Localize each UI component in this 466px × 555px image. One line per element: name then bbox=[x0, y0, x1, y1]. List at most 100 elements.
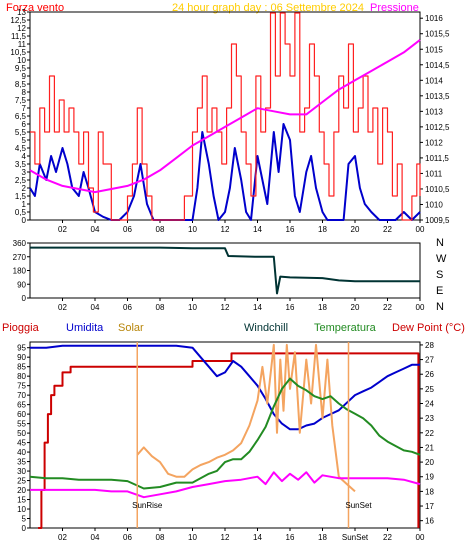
y-right-tick-label: 26 bbox=[425, 370, 434, 379]
x-tick-label: 12 bbox=[221, 225, 230, 234]
y-left-tick-label: 12 bbox=[17, 24, 26, 33]
y-right-tick-label: 1012 bbox=[425, 138, 443, 147]
sunrise-label: SunRise bbox=[132, 501, 163, 510]
y-left-tick-label: 4 bbox=[22, 152, 27, 161]
x-tick-label: 10 bbox=[188, 303, 197, 312]
y-left-tick-label: 5 bbox=[22, 136, 27, 145]
x-tick-label: 18 bbox=[318, 225, 327, 234]
x-tick-label: 14 bbox=[253, 533, 262, 542]
x-tick-label: 00 bbox=[416, 533, 425, 542]
y-right-tick-label: 28 bbox=[425, 341, 434, 350]
compass-label: W bbox=[436, 253, 447, 265]
y-left-tick-label: 75 bbox=[17, 382, 26, 391]
series-temperatura bbox=[29, 377, 421, 490]
y-right-tick-label: 1015,5 bbox=[425, 30, 450, 39]
series-pioggia bbox=[38, 352, 420, 529]
x-tick-label: 14 bbox=[253, 225, 262, 234]
y-left-tick-label: 6,5 bbox=[15, 112, 27, 121]
x-tick-label: 00 bbox=[416, 225, 425, 234]
y-left-tick-label: 90 bbox=[17, 280, 26, 289]
x-tick-label: 12 bbox=[221, 533, 230, 542]
legend-humidity: Umidita bbox=[66, 322, 104, 334]
y-left-tick-label: 7 bbox=[22, 104, 27, 113]
x-tick-label: SunSet bbox=[342, 533, 369, 542]
y-left-tick-label: 7,5 bbox=[15, 96, 27, 105]
y-right-tick-label: 1014,5 bbox=[425, 61, 450, 70]
x-tick-label: 10 bbox=[188, 225, 197, 234]
y-left-tick-label: 13 bbox=[17, 8, 26, 17]
y-left-tick-label: 5 bbox=[22, 515, 27, 524]
x-tick-label: 08 bbox=[156, 303, 165, 312]
y-left-tick-label: 80 bbox=[17, 372, 26, 381]
y-left-tick-label: 11 bbox=[18, 40, 27, 49]
y-left-tick-label: 70 bbox=[17, 391, 26, 400]
y-right-tick-label: 1016 bbox=[425, 14, 443, 23]
y-left-tick-label: 35 bbox=[17, 458, 26, 467]
series-solar bbox=[136, 343, 356, 493]
y-left-tick-label: 20 bbox=[17, 486, 26, 495]
y-left-tick-label: 270 bbox=[13, 253, 27, 262]
series-raffica bbox=[30, 12, 421, 221]
y-right-tick-label: 27 bbox=[425, 356, 434, 365]
header-title: 24 hour graph day : 06 Settembre 2024 bbox=[172, 2, 364, 14]
wind-pressure-chart: 02 04 06 08 10 12 14 16 18 20 22 0000,511,522,533,5… bbox=[10, 8, 450, 234]
y-left-tick-label: 95 bbox=[17, 344, 26, 353]
y-left-tick-label: 6 bbox=[22, 120, 27, 129]
y-left-tick-label: 3,5 bbox=[15, 160, 27, 169]
y-left-tick-label: 2,5 bbox=[15, 176, 27, 185]
x-tick-label: 00 bbox=[416, 303, 425, 312]
y-left-tick-label: 15 bbox=[17, 496, 26, 505]
compass-label: N bbox=[436, 237, 444, 249]
y-right-tick-label: 17 bbox=[425, 502, 434, 511]
x-tick-label: 22 bbox=[383, 225, 392, 234]
y-left-tick-label: 65 bbox=[17, 401, 26, 410]
y-left-tick-label: 2 bbox=[22, 184, 27, 193]
y-right-tick-label: 18 bbox=[425, 487, 434, 496]
x-tick-label: 02 bbox=[58, 533, 67, 542]
y-left-tick-label: 60 bbox=[17, 410, 26, 419]
x-tick-label: 08 bbox=[156, 533, 165, 542]
series-direzione-vento bbox=[30, 246, 420, 295]
x-tick-label: 04 bbox=[91, 303, 100, 312]
x-tick-label: 02 bbox=[58, 225, 67, 234]
sunset-label: SunSet bbox=[345, 501, 372, 510]
y-left-tick-label: 1 bbox=[22, 200, 27, 209]
x-tick-label: 16 bbox=[286, 303, 295, 312]
x-tick-label: 06 bbox=[123, 225, 132, 234]
y-right-tick-label: 1012,5 bbox=[425, 123, 450, 132]
legend-dewpoint: Dew Point (°C) bbox=[392, 322, 465, 334]
x-tick-label: 16 bbox=[286, 225, 295, 234]
y-right-tick-label: 22 bbox=[425, 429, 434, 438]
y-right-tick-label: 1010,5 bbox=[425, 185, 450, 194]
y-left-tick-label: 25 bbox=[17, 477, 26, 486]
y-left-tick-label: 50 bbox=[17, 429, 26, 438]
y-left-tick-label: 45 bbox=[17, 439, 26, 448]
x-tick-label: 06 bbox=[123, 533, 132, 542]
y-right-tick-label: 1014 bbox=[425, 76, 443, 85]
x-tick-label: 18 bbox=[318, 533, 327, 542]
series-umidita bbox=[30, 344, 420, 431]
x-tick-label: 04 bbox=[91, 225, 100, 234]
compass-label: N bbox=[436, 301, 444, 313]
y-left-tick-label: 0 bbox=[22, 216, 27, 225]
y-right-tick-label: 16 bbox=[425, 517, 434, 526]
y-left-tick-label: 180 bbox=[13, 267, 27, 276]
y-left-tick-label: 0,5 bbox=[15, 208, 27, 217]
y-right-tick-label: 1011,5 bbox=[425, 154, 449, 163]
x-tick-label: 10 bbox=[188, 533, 197, 542]
x-tick-label: 02 bbox=[58, 303, 67, 312]
y-left-tick-label: 10 bbox=[17, 505, 26, 514]
y-left-tick-label: 11,5 bbox=[11, 32, 27, 41]
y-left-tick-label: 3 bbox=[22, 168, 27, 177]
y-left-tick-label: 55 bbox=[17, 420, 26, 429]
y-left-tick-label: 360 bbox=[13, 239, 27, 248]
y-right-tick-label: 1011 bbox=[425, 169, 443, 178]
y-right-tick-label: 21 bbox=[425, 443, 434, 452]
x-tick-label: 14 bbox=[253, 303, 262, 312]
series-pressione bbox=[29, 39, 421, 194]
y-left-tick-label: 10 bbox=[17, 56, 26, 65]
x-tick-label: 08 bbox=[156, 225, 165, 234]
y-right-tick-label: 23 bbox=[425, 414, 434, 423]
y-left-tick-label: 10,5 bbox=[10, 48, 26, 57]
